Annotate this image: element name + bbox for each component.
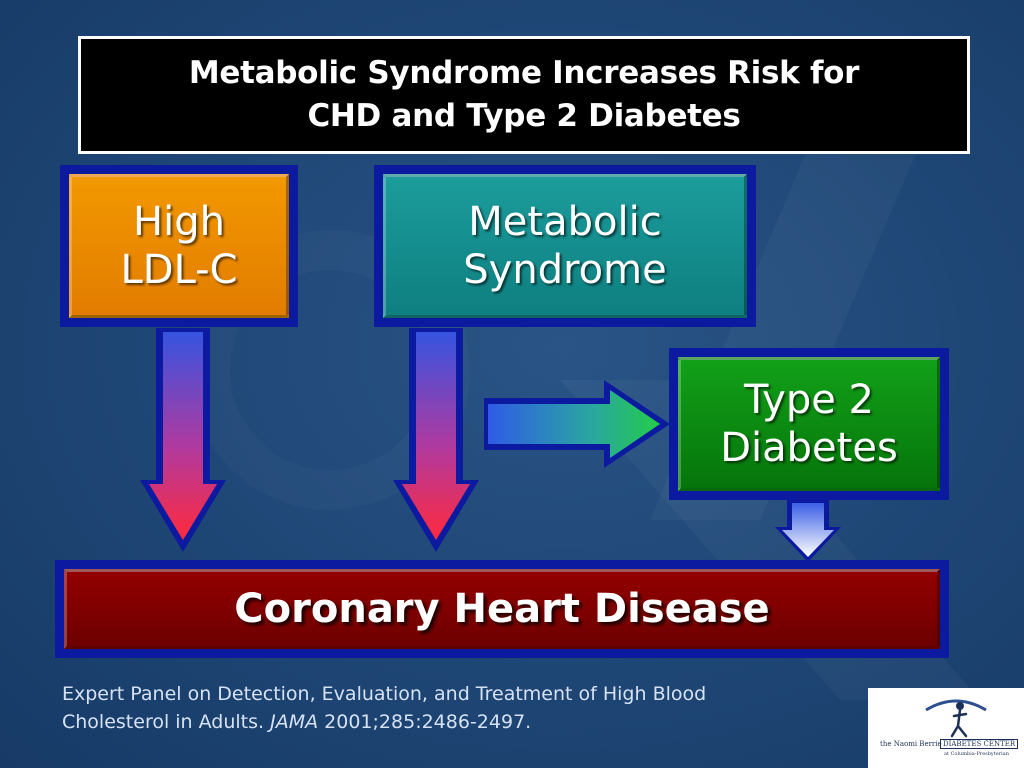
logo-name: DIABETES CENTER [940,739,1019,749]
arrow-ldl-to-chd [140,328,226,552]
node-high-ldl-line-1: High [133,199,225,245]
arrow-diabetes-to-chd [775,500,841,562]
logo-figure-icon [925,699,987,738]
arrow-metabolic-to-chd [393,328,479,552]
node-high-ldl-frame: High LDL-C [60,165,298,327]
node-metabolic-syndrome: Metabolic Syndrome [383,174,747,318]
node-metabolic-syndrome-line-2: Syndrome [463,247,667,293]
citation-line-2: Cholesterol in Adults. JAMA 2001;285:248… [62,708,862,736]
node-chd: Coronary Heart Disease [64,569,940,649]
node-high-ldl-line-2: LDL-C [120,247,238,293]
citation: Expert Panel on Detection, Evaluation, a… [62,680,862,736]
citation-prefix: Cholesterol in Adults. [62,711,265,733]
citation-suffix: 2001;285:2486-2497. [324,711,532,733]
logo-name-prefix: the Naomi Berrie [880,740,942,748]
slide-title-line-2: CHD and Type 2 Diabetes [307,98,741,134]
node-chd-frame: Coronary Heart Disease [55,560,949,658]
node-type2-diabetes-line-2: Diabetes [720,425,898,471]
citation-line-1: Expert Panel on Detection, Evaluation, a… [62,683,707,705]
node-type2-diabetes-line-1: Type 2 [743,377,875,423]
node-metabolic-syndrome-line-1: Metabolic [468,199,662,245]
slide-title-line-1: Metabolic Syndrome Increases Risk for [188,55,860,91]
slide-title-box: Metabolic Syndrome Increases Risk for CH… [78,36,970,154]
citation-journal: JAMA [270,711,319,733]
node-metabolic-syndrome-frame: Metabolic Syndrome [374,165,756,327]
node-type2-diabetes-frame: Type 2 Diabetes [669,348,949,500]
node-chd-label: Coronary Heart Disease [234,586,770,632]
arrow-metabolic-to-diabetes [484,380,670,468]
node-high-ldl: High LDL-C [69,174,289,318]
node-type2-diabetes: Type 2 Diabetes [678,357,940,491]
logo-subtitle: at Columbia-Presbyterian [944,751,1009,757]
diabetes-center-logo: the Naomi Berrie DIABETES CENTER at Colu… [868,688,1024,768]
